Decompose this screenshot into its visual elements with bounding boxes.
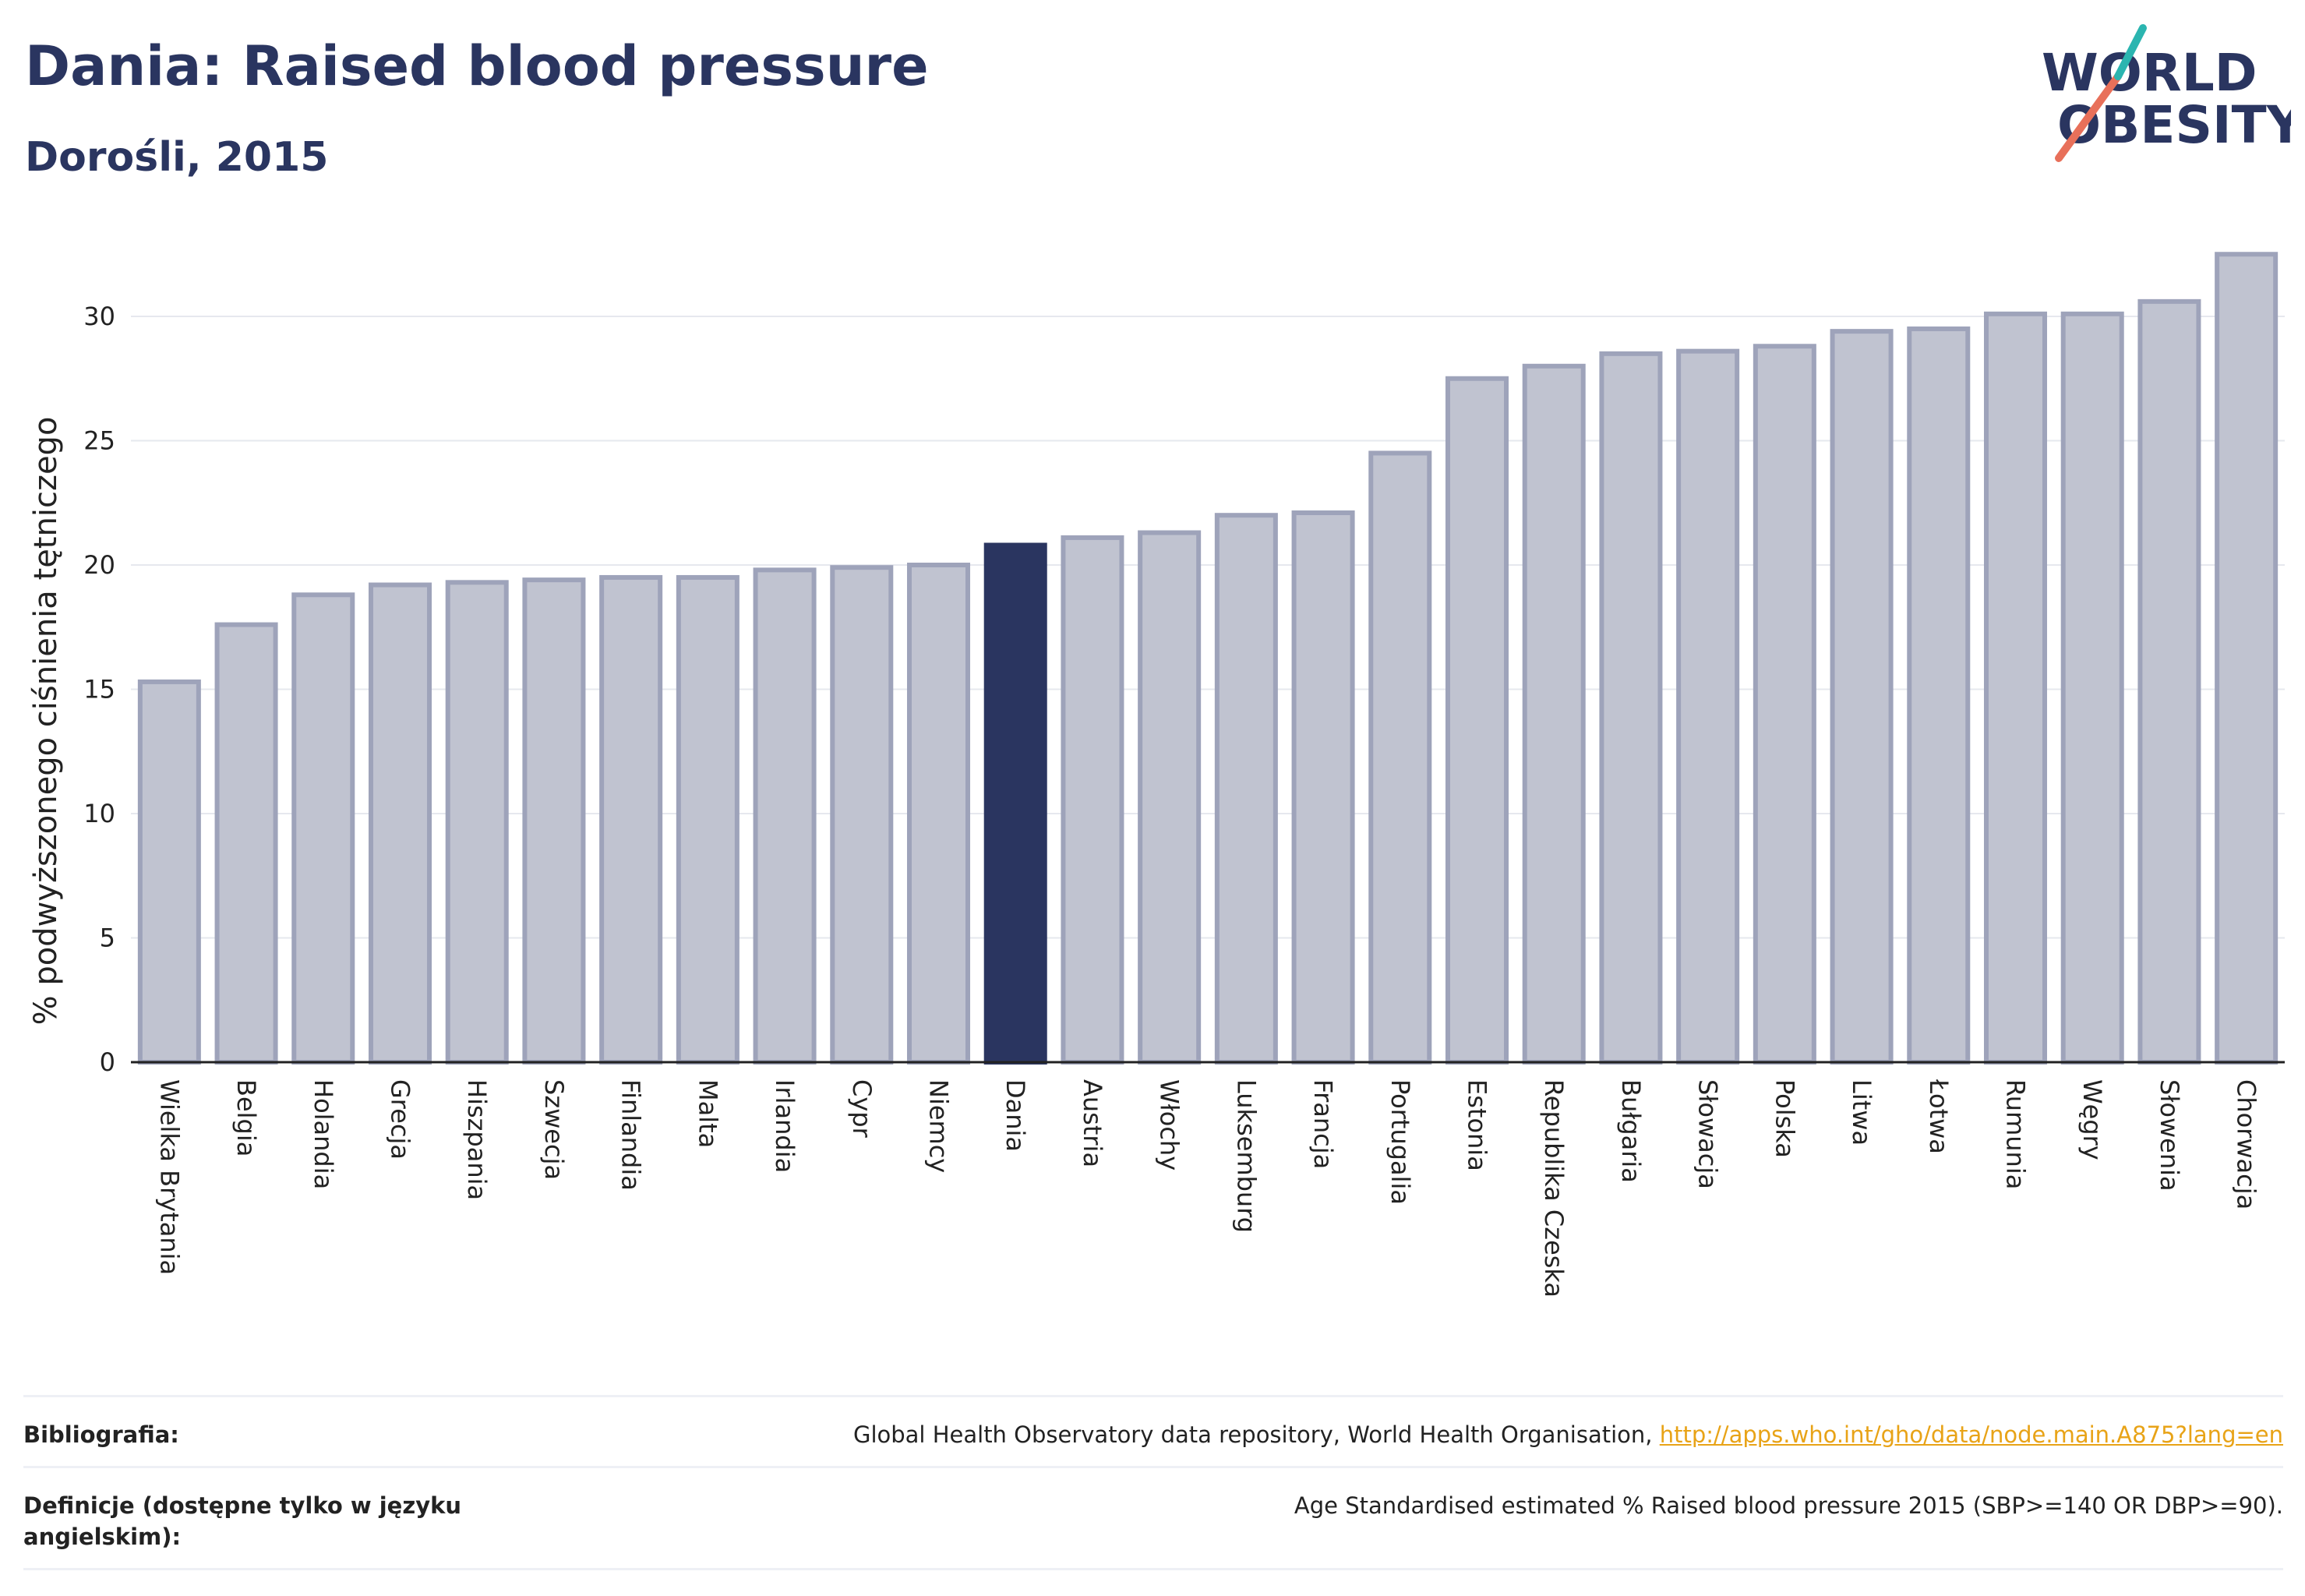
bar-hiszpania: [445, 580, 509, 1065]
bar-dania: [983, 542, 1047, 1065]
x-tick-label: Słowenia: [2155, 1079, 2184, 1192]
y-tick-label: 5: [100, 923, 115, 953]
x-tick-label: Grecja: [386, 1079, 415, 1160]
x-tick-label: Chorwacja: [2232, 1079, 2261, 1209]
bibliography-link[interactable]: http://apps.who.int/gho/data/node.main.A…: [1659, 1421, 2283, 1448]
bar-portugalia: [1368, 450, 1432, 1065]
x-tick-label: Luksemburg: [1231, 1079, 1261, 1233]
bar-cypr: [830, 565, 894, 1065]
x-tick-label: Belgia: [231, 1079, 261, 1156]
bar-chorwacja: [2215, 252, 2279, 1065]
y-axis-title: % podwyższonego ciśnienia tętniczego: [28, 417, 64, 1026]
bar-irlandia: [753, 567, 817, 1065]
x-tick-label: Litwa: [1847, 1079, 1876, 1146]
bar-finlandia: [599, 574, 663, 1065]
x-tick-label: Holandia: [309, 1079, 338, 1189]
x-tick-label: Bułgaria: [1616, 1079, 1646, 1183]
bar-malta: [676, 574, 740, 1065]
definition-text: Age Standardised estimated % Raised bloo…: [1294, 1492, 2283, 1519]
y-tick-labels: 0 5 10 15 20 25 30: [83, 302, 115, 1077]
logo-line1: WORLD: [2042, 43, 2257, 103]
x-tick-label: Polska: [1770, 1079, 1799, 1158]
bar-słowacja: [1676, 348, 1740, 1065]
x-tick-label: Węgry: [2077, 1079, 2107, 1160]
bar-francja: [1291, 510, 1355, 1065]
bibliography-label: Bibliografia:: [23, 1421, 179, 1448]
x-tick-label: Estonia: [1463, 1079, 1492, 1171]
x-tick-label: Wielka Brytania: [154, 1079, 184, 1275]
x-tick-label: Dania: [1001, 1079, 1030, 1152]
x-tick-label: Malta: [693, 1079, 722, 1148]
bar-włochy: [1138, 530, 1202, 1065]
x-tick-label: Portugalia: [1385, 1079, 1415, 1205]
bar-litwa: [1830, 329, 1894, 1065]
x-tick-label: Słowacja: [1693, 1079, 1723, 1189]
x-tick-label: Austria: [1078, 1079, 1107, 1167]
x-tick-label: Irlandia: [770, 1079, 800, 1173]
x-tick-label: Francja: [1308, 1079, 1338, 1169]
bar-węgry: [2060, 311, 2124, 1065]
bar-łotwa: [1907, 326, 1971, 1065]
y-tick-label: 30: [83, 302, 115, 331]
y-tick-label: 20: [83, 550, 115, 580]
bibliography-row: Bibliografia: Global Health Observatory …: [23, 1395, 2283, 1466]
y-tick-label: 0: [100, 1047, 115, 1077]
x-tick-label: Szwecja: [539, 1079, 569, 1180]
bar-luksemburg: [1214, 513, 1278, 1065]
bar-polska: [1753, 344, 1816, 1065]
x-tick-label: Cypr: [847, 1079, 877, 1139]
bars: [137, 252, 2279, 1065]
x-tick-label: Hiszpania: [462, 1079, 492, 1200]
bar-szwecja: [522, 577, 586, 1065]
x-tick-label: Rumunia: [2001, 1079, 2031, 1189]
x-tick-label: Finlandia: [616, 1079, 646, 1191]
bar-estonia: [1445, 376, 1509, 1065]
x-tick-label: Niemcy: [924, 1079, 954, 1173]
category-labels: Wielka Brytania Belgia Holandia Grecja Hiszp…: [154, 1079, 2261, 1298]
chart-subtitle: Dorośli, 2015: [25, 134, 329, 181]
y-tick-label: 10: [83, 799, 115, 828]
bar-słowenia: [2137, 298, 2201, 1065]
definition-label: Definicje (dostępne tylko w języku angie…: [23, 1492, 462, 1550]
y-tick-label: 25: [83, 426, 115, 456]
bar-bułgaria: [1599, 351, 1663, 1065]
bar-wielka-brytania: [137, 679, 201, 1065]
bar-chart: 0 5 10 15 20 25 30 Wielka Brytania Belgia Holand…: [28, 252, 2285, 1298]
definition-row: Definicje (dostępne tylko w języku angie…: [23, 1466, 2283, 1570]
bar-niemcy: [906, 563, 971, 1065]
bibliography-value: Global Health Observatory data repositor…: [853, 1419, 2283, 1450]
bar-republika-czeska: [1522, 363, 1586, 1065]
bar-austria: [1061, 535, 1124, 1065]
x-tick-label: Republika Czeska: [1539, 1079, 1569, 1298]
bar-grecja: [368, 582, 432, 1065]
world-obesity-logo: WORLD OBESITY: [2026, 22, 2305, 170]
bar-rumunia: [1983, 311, 2048, 1065]
bar-belgia: [214, 622, 278, 1065]
y-tick-label: 15: [83, 675, 115, 704]
bar-holandia: [291, 592, 355, 1065]
x-tick-label: Włochy: [1155, 1079, 1184, 1171]
x-tick-label: Łotwa: [1924, 1079, 1954, 1154]
footer-table: Bibliografia: Global Health Observatory …: [23, 1395, 2283, 1570]
chart-title: Dania: Raised blood pressure: [25, 34, 929, 98]
bibliography-text: Global Health Observatory data repositor…: [852, 1421, 1660, 1448]
